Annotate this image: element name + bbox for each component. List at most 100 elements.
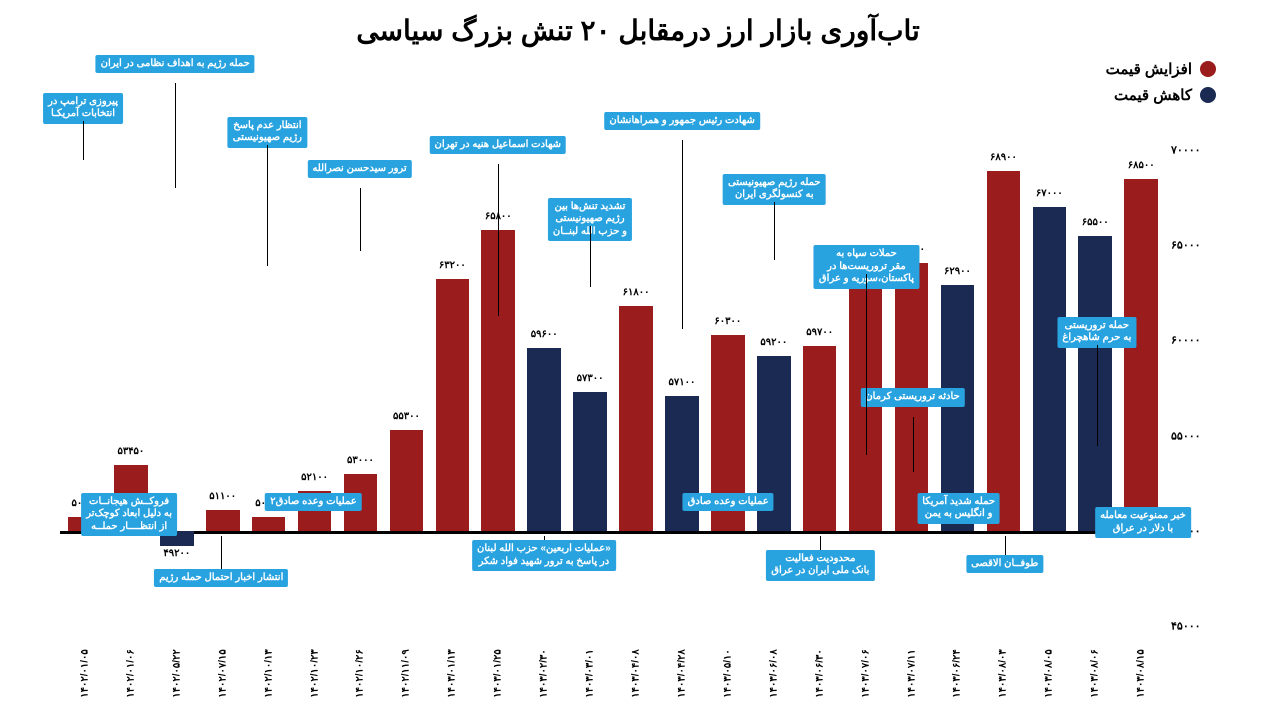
x-tick-label: ۱۴۰۳/۰۸/۰۶ [1074,628,1116,708]
bar-value-label: ۶۵۵۰۰ [1082,217,1109,228]
bar-slot: ۶۰۳۰۰ [707,150,749,626]
x-tick-label: ۱۴۰۳/۰۸/۱۵ [1120,628,1162,708]
x-tick-label: ۱۴۰۳/۰۴/۰۸ [615,628,657,708]
y-tick: ۴۵۰۰۰ [1171,620,1201,633]
bar-value-label: ۵۱۱۰۰ [209,491,236,502]
bar-value-label: ۵۳۴۵۰ [117,446,144,457]
bar [711,335,745,531]
x-tick-label: ۱۴۰۳/۰۶/۲۴ [937,628,979,708]
chart-area: ۴۵۰۰۰۵۰۰۰۰۵۵۰۰۰۶۰۰۰۰۶۵۰۰۰۷۰۰۰۰ ۵۰۷۰۰۵۳۴۵… [60,150,1166,626]
bar-value-label: ۴۹۲۰۰ [163,548,190,559]
bar-value-label: ۵۲۱۰۰ [301,472,328,483]
bar-value-label: ۵۷۱۰۰ [669,377,696,388]
bar-slot: ۶۵۵۰۰ [1074,150,1116,626]
bar-slot: ۵۵۳۰۰ [385,150,427,626]
legend-decrease-label: کاهش قیمت [1114,86,1192,104]
bar-value-label: ۶۸۵۰۰ [1128,160,1155,171]
bar-value-label: ۵۰۷۰۰ [72,498,99,509]
bar-slot: ۵۷۱۰۰ [661,150,703,626]
bar [941,285,975,531]
bar-slot: ۶۵۸۰۰ [477,150,519,626]
x-tick-label: ۱۴۰۳/۰۳/۰۱ [569,628,611,708]
x-tick-label: ۱۴۰۲/۰۷/۱۵ [202,628,244,708]
bars-container: ۵۰۷۰۰ ۵۳۴۵۰ ۴۹۲۰۰ ۵۱۱۰۰ ۵۰۷۰۰ ۵۲۱۰۰ ۵۳۰۰۰ ۵۵۳۰۰… [60,150,1166,626]
bar [344,474,378,531]
bar-slot: ۵۲۱۰۰ [294,150,336,626]
bar-slot: ۵۳۴۵۰ [110,150,152,626]
bar-slot: ۶۳۲۰۰ [431,150,473,626]
bar-slot: ۶۴۰۵۰ [891,150,933,626]
bar-slot: ۵۰۷۰۰ [248,150,290,626]
bar [1124,179,1158,531]
bar-value-label: ۵۹۲۰۰ [760,337,787,348]
bar [68,517,102,530]
bar [757,356,791,531]
bar [619,306,653,531]
legend-increase-label: افزایش قیمت [1106,60,1192,78]
y-tick: ۵۵۰۰۰ [1171,429,1201,442]
callout-top: پیروزی ترامپ درانتخابات آمریکـا [43,93,123,124]
bar-slot: ۴۹۲۰۰ [156,150,198,626]
legend: افزایش قیمت کاهش قیمت [1106,60,1216,104]
x-tick-label: ۱۴۰۳/۰۷/۰۶ [845,628,887,708]
bar-value-label: ۶۵۸۰۰ [485,211,512,222]
bar [987,171,1021,531]
bar-slot: ۶۸۵۰۰ [1120,150,1162,626]
bar-slot: ۶۱۸۰۰ [615,150,657,626]
legend-increase: افزایش قیمت [1106,60,1216,78]
bar [527,348,561,531]
x-tick-label: ۱۴۰۲/۱۰/۲۳ [294,628,336,708]
bar-value-label: ۶۷۰۰۰ [1036,188,1063,199]
x-tick-label: ۱۴۰۳/۰۷/۱۱ [891,628,933,708]
bar [160,531,194,546]
x-tick-label: ۱۴۰۲/۱۰/۱۳ [248,628,290,708]
bar-value-label: ۵۵۳۰۰ [393,411,420,422]
bar-slot: ۵۷۳۰۰ [569,150,611,626]
bar [803,346,837,531]
bar-slot: ۵۳۰۰۰ [340,150,382,626]
x-tick-label: ۱۴۰۳/۰۸/۰۳ [982,628,1024,708]
bar [573,392,607,531]
x-tick-label: ۱۴۰۳/۰۵/۱۰ [707,628,749,708]
bar-value-label: ۵۷۳۰۰ [577,373,604,384]
callout-top: انتظار عدم پاسخرژیم صهیونیستی [228,117,307,148]
bar [895,263,929,531]
x-tick-label: ۱۴۰۲/۱۱/۰۹ [385,628,427,708]
bar [1078,236,1112,531]
y-tick: ۶۰۰۰۰ [1171,334,1201,347]
bar-slot: ۵۱۱۰۰ [202,150,244,626]
bar-slot: ۶۳۷۰۰ [845,150,887,626]
bar-value-label: ۶۱۸۰۰ [623,287,650,298]
bar-value-label: ۵۹۷۰۰ [806,327,833,338]
bar-value-label: ۶۲۹۰۰ [944,266,971,277]
bar-slot: ۶۷۰۰۰ [1028,150,1070,626]
bar-value-label: ۶۸۹۰۰ [990,152,1017,163]
legend-decrease: کاهش قیمت [1106,86,1216,104]
legend-dot-decrease [1200,87,1216,103]
bar [849,270,883,531]
x-tick-label: ۱۴۰۲/۰۱/۰۶ [110,628,152,708]
bar [252,517,286,530]
x-tick-label: ۱۴۰۳/۰۱/۲۵ [477,628,519,708]
bar-value-label: ۵۳۰۰۰ [347,455,374,466]
bar-value-label: ۶۳۲۰۰ [439,260,466,271]
x-tick-label: ۱۴۰۳/۰۲/۳۰ [523,628,565,708]
callout-top: شهادت رئیس جمهور و همراهانشان [604,112,760,131]
x-tick-label: ۱۴۰۳/۰۶/۳۰ [799,628,841,708]
bar [114,465,148,531]
x-tick-label: ۱۴۰۳/۰۸/۰۵ [1028,628,1070,708]
bar-slot: ۶۲۹۰۰ [937,150,979,626]
bar [298,491,332,531]
callout-top: حمله رژیم به اهداف نظامی در ایران [96,55,255,74]
y-tick: ۵۰۰۰۰ [1171,524,1201,537]
bar [665,396,699,531]
bar [436,279,470,530]
x-axis-labels: ۱۴۰۲/۰۱/۰۵۱۴۰۲/۰۱/۰۶۱۴۰۲/۰۵/۲۲۱۴۰۲/۰۷/۱۵… [60,628,1166,708]
bar-value-label: ۵۰۷۰۰ [255,498,282,509]
x-tick-label: ۱۴۰۲/۱۰/۲۶ [340,628,382,708]
bar-value-label: ۶۰۳۰۰ [714,316,741,327]
chart-title: تاب‌آوری بازار ارز درمقابل ۲۰ تنش بزرگ س… [0,0,1276,51]
bar-value-label: ۶۴۰۵۰ [898,244,925,255]
y-axis: ۴۵۰۰۰۵۰۰۰۰۵۵۰۰۰۶۰۰۰۰۶۵۰۰۰۷۰۰۰۰ [1171,150,1226,626]
bar [206,510,240,531]
